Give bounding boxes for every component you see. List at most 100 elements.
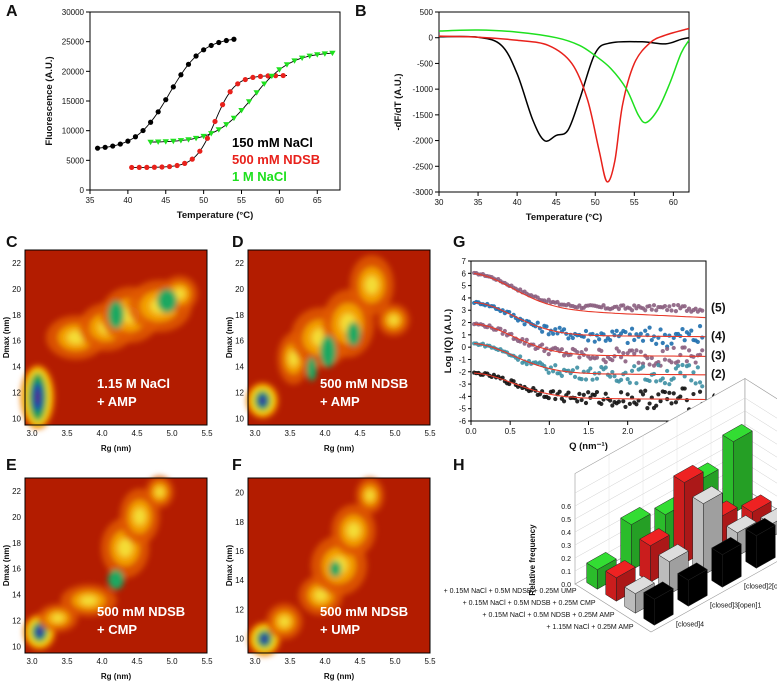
heatmap-density xyxy=(246,255,410,419)
panel-label-F: F xyxy=(232,457,242,474)
data-point xyxy=(94,145,101,151)
x-tick-label: 5.0 xyxy=(389,429,401,438)
data-point xyxy=(610,358,615,363)
density-blob xyxy=(365,276,379,294)
data-point xyxy=(623,329,628,335)
data-point xyxy=(621,303,626,308)
data-point xyxy=(583,347,589,352)
density-blob xyxy=(306,357,317,381)
fit-curve xyxy=(474,272,706,319)
category-label: [closed]3[open]1 xyxy=(710,603,761,610)
density-blob xyxy=(260,397,265,404)
grid-line xyxy=(574,436,746,533)
data-point xyxy=(616,399,621,404)
y-tick-label: 20 xyxy=(12,285,21,294)
data-point xyxy=(583,328,589,334)
density-blob xyxy=(117,539,133,557)
data-point xyxy=(614,346,619,351)
density-blob xyxy=(365,490,375,501)
condition-label: 500 mM NDSB xyxy=(320,604,408,619)
x-tick-label: 3.5 xyxy=(61,429,73,438)
panel-label-E: E xyxy=(6,457,17,474)
y-tick-label: 18 xyxy=(235,518,244,527)
data-point xyxy=(559,347,564,352)
x-tick-label: 1.5 xyxy=(583,427,595,436)
panel-label-G: G xyxy=(453,234,465,251)
x-tick-label: 40 xyxy=(513,198,522,207)
y-tick-label: 14 xyxy=(235,576,244,585)
density-blob xyxy=(346,522,361,539)
density-blob xyxy=(108,569,124,590)
x-tick-label: 40 xyxy=(123,196,132,205)
data-point xyxy=(689,378,694,383)
data-point xyxy=(583,377,589,382)
data-point xyxy=(546,332,551,337)
data-point xyxy=(608,374,613,379)
data-point xyxy=(667,390,672,395)
data-point xyxy=(684,359,689,364)
data-point xyxy=(546,352,551,357)
data-point xyxy=(280,72,286,79)
x-tick-label: 35 xyxy=(86,196,95,205)
grid-line xyxy=(574,397,746,494)
grid-line xyxy=(744,423,777,445)
series-line xyxy=(439,35,689,142)
density-blob xyxy=(35,390,40,404)
data-point xyxy=(590,377,595,382)
bar-top-face xyxy=(624,576,655,594)
data-point xyxy=(231,36,237,42)
data-point xyxy=(592,339,597,344)
x-tick-label: 30 xyxy=(435,198,444,207)
data-point xyxy=(632,351,637,356)
y-tick-label: 4 xyxy=(462,294,467,303)
y-tick-label: 2 xyxy=(462,319,467,328)
data-point xyxy=(546,370,551,375)
data-point xyxy=(669,308,674,313)
data-point xyxy=(612,354,617,359)
y-tick-label: 16 xyxy=(12,337,21,346)
data-point xyxy=(662,381,668,386)
density-blob xyxy=(346,322,361,346)
data-point xyxy=(632,337,637,343)
y-tick-label: 22 xyxy=(12,259,21,268)
x-tick-label: 5.5 xyxy=(201,657,213,666)
y-tick-label: 5 xyxy=(462,282,467,291)
bar-top-face xyxy=(745,518,776,536)
density-blob xyxy=(156,288,177,313)
data-point xyxy=(189,156,195,162)
y-tick-label: 20000 xyxy=(62,67,85,76)
density-blob xyxy=(288,350,299,367)
grid-line xyxy=(744,397,777,419)
y-tick-label: 3 xyxy=(462,306,467,315)
y-tick-label: 12 xyxy=(12,389,21,398)
x-tick-label: 3.5 xyxy=(284,429,296,438)
plot-frame xyxy=(247,249,431,426)
data-point xyxy=(636,360,641,365)
data-point xyxy=(654,379,659,384)
data-point xyxy=(201,47,207,53)
fit-curve xyxy=(474,323,706,357)
x-tick-label: 0.5 xyxy=(505,427,517,436)
y-tick-label: 12 xyxy=(235,605,244,614)
data-point xyxy=(632,364,637,369)
data-point xyxy=(654,403,659,408)
grid-line xyxy=(574,423,746,520)
data-point xyxy=(147,139,154,146)
x-axis-label: Rg (nm) xyxy=(101,672,132,681)
data-point xyxy=(682,374,687,379)
data-point xyxy=(200,133,207,140)
data-point xyxy=(215,127,222,133)
condition-label: 1.15 M NaCl xyxy=(97,376,170,391)
data-point xyxy=(110,143,116,149)
data-point xyxy=(673,309,679,314)
x-tick-label: 5.0 xyxy=(166,657,178,666)
data-point xyxy=(162,139,169,145)
curve-label: (2) xyxy=(711,367,726,381)
data-point xyxy=(618,390,624,395)
data-point xyxy=(170,138,177,145)
data-point xyxy=(298,55,306,62)
data-point xyxy=(583,400,589,406)
x-tick-label: 35 xyxy=(474,198,483,207)
data-point xyxy=(665,346,670,352)
data-point xyxy=(638,331,643,336)
